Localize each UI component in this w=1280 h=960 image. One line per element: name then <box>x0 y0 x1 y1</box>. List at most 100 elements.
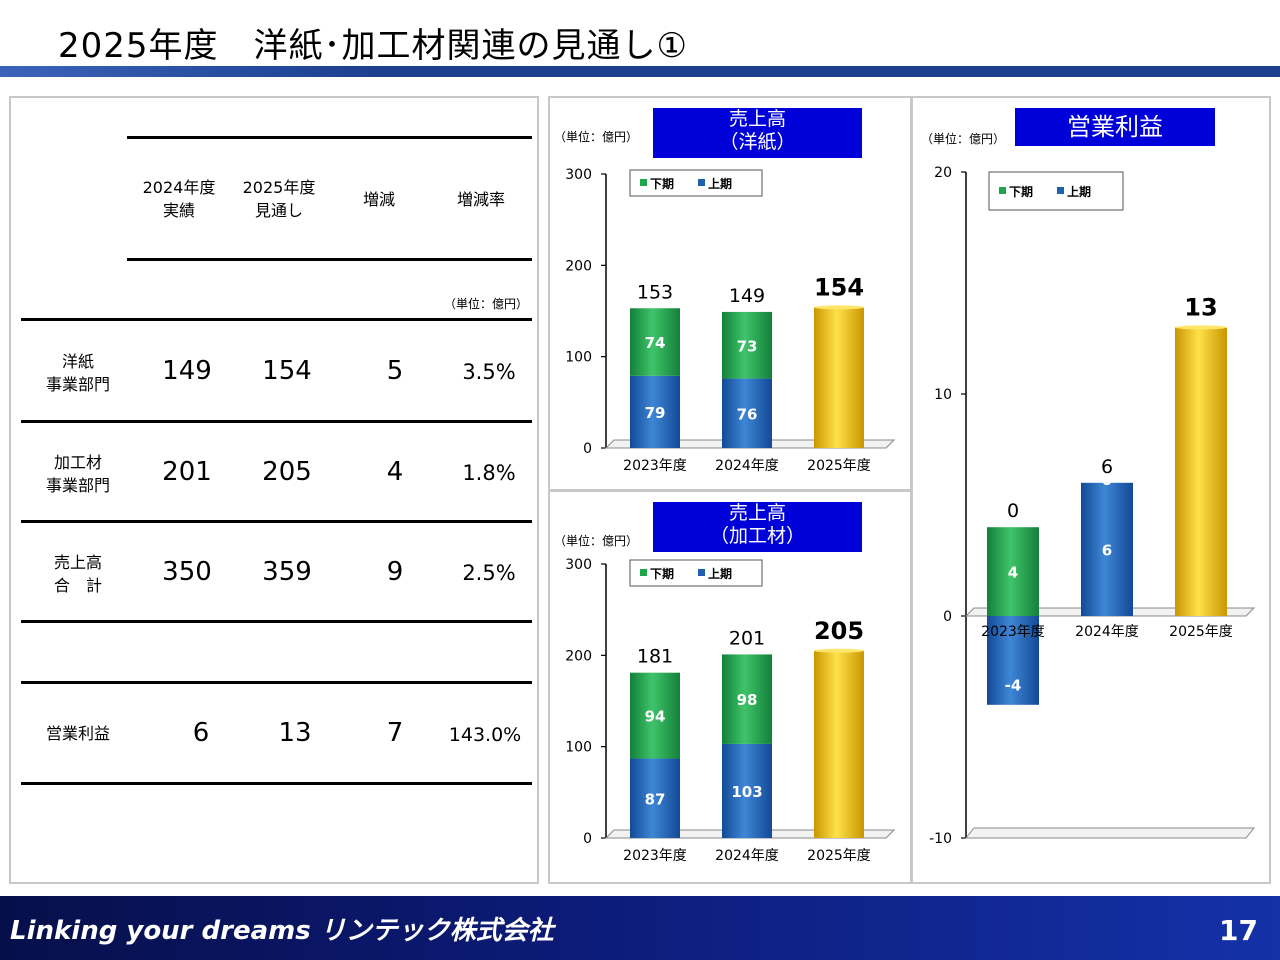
legend-box <box>629 169 763 197</box>
bar-upper <box>630 375 680 448</box>
total-label: 153 <box>637 281 673 303</box>
total-label: 6 <box>1101 456 1113 478</box>
bar-upper <box>630 758 680 838</box>
chart-floor <box>964 827 1256 839</box>
table-rule <box>21 620 532 623</box>
paper-diff: 5 <box>386 356 404 386</box>
value-label-upper: 76 <box>737 405 758 423</box>
bar-upper <box>722 743 772 838</box>
total-label: 181 <box>637 646 673 668</box>
chart-title: 売上高 （加工材） <box>653 502 862 552</box>
legend-swatch-lower <box>999 187 1006 194</box>
y-tick-label: 300 <box>565 167 592 183</box>
total-label: 201 <box>729 627 765 649</box>
header-change-rate: 増減率 <box>456 190 505 209</box>
bar-top <box>814 305 864 310</box>
y-tick-label: 200 <box>565 648 592 664</box>
category-label: 2023年度 <box>623 458 687 474</box>
y-tick-label: 100 <box>565 350 592 366</box>
value-label-upper: 103 <box>731 783 762 801</box>
table-rule <box>127 136 532 139</box>
summary-table-panel: 2024年度 実績 2025年度 見通し 増減 増減率 （単位：億円） 洋紙 事… <box>9 96 539 884</box>
value-label-upper: 6 <box>1102 541 1112 559</box>
total-label: 149 <box>729 285 765 307</box>
processed-diff: 4 <box>386 457 404 487</box>
chart-unit: （単位：億円） <box>554 130 639 144</box>
paper-sales-chart-panel: （単位：億円） 売上高 （洋紙） 0 100 200 300 下期 上期 79 74 153 20… <box>548 96 912 491</box>
page-number: 17 <box>1219 914 1258 947</box>
value-label-upper: 79 <box>645 404 666 422</box>
processed-2024: 201 <box>162 457 212 487</box>
y-tick-label: 0 <box>583 441 592 457</box>
value-label-lower: 94 <box>645 708 666 726</box>
table-rule <box>21 318 532 321</box>
category-label: 2023年度 <box>981 624 1045 640</box>
y-tick-label: -10 <box>929 831 952 847</box>
total-label: 205 <box>814 617 864 645</box>
bar-forecast <box>1175 327 1227 616</box>
bar-upper <box>1081 482 1133 616</box>
category-label: 2025年度 <box>807 458 871 474</box>
legend-box <box>629 559 763 587</box>
footer-brand: Linking your dreams リンテック株式会社 <box>10 916 554 946</box>
processed-rate: 1.8% <box>462 461 516 485</box>
y-tick-label: 300 <box>565 557 592 573</box>
table-rule <box>21 681 532 684</box>
table-rule <box>21 420 532 423</box>
op-2025: 13 <box>278 718 312 748</box>
legend-label: 下期 <box>650 176 674 191</box>
y-tick-label: 0 <box>943 609 952 625</box>
legend-label: 下期 <box>650 566 674 581</box>
footer-bar: Linking your dreams リンテック株式会社 17 <box>0 896 1280 960</box>
table-rule <box>127 258 532 261</box>
op-2024: 6 <box>192 718 210 748</box>
bar-top <box>814 648 864 653</box>
bar-upper <box>722 378 772 448</box>
bar-lower <box>987 527 1039 616</box>
sales-total-diff: 9 <box>386 557 404 587</box>
y-tick-label: 20 <box>934 165 952 181</box>
category-label: 2024年度 <box>715 458 779 474</box>
bar-lower <box>722 311 772 379</box>
bar-lower <box>722 654 772 744</box>
bar-lower <box>630 672 680 759</box>
processed-2025: 205 <box>262 457 312 487</box>
legend-swatch-lower <box>640 179 647 186</box>
row-label-processed: 加工材 事業部門 <box>45 453 110 496</box>
category-label: 2024年度 <box>1075 624 1139 640</box>
sales-total-rate: 2.5% <box>462 561 516 585</box>
chart-title: 売上高 （洋紙） <box>653 108 862 158</box>
total-label: 154 <box>814 273 864 301</box>
bar-forecast <box>814 307 864 448</box>
legend-label: 下期 <box>1009 184 1033 199</box>
chart-title: 営業利益 <box>1015 108 1215 146</box>
legend-swatch-upper <box>1057 187 1064 194</box>
op-rate: 143.0% <box>448 724 522 746</box>
value-label-upper: 87 <box>645 790 666 808</box>
y-tick-label: 100 <box>565 740 592 756</box>
y-tick-label: 10 <box>934 387 952 403</box>
table-rule <box>21 520 532 523</box>
y-tick-label: 0 <box>583 831 592 847</box>
bar-upper <box>987 616 1039 705</box>
bar-lower <box>630 308 680 376</box>
header-2024-actual: 2024年度 実績 <box>142 178 216 221</box>
processed-sales-chart-panel: （単位：億円） 売上高 （加工材） 0 100 200 300 下期 上期 87 94 181 2… <box>548 490 912 884</box>
op-diff: 7 <box>386 718 404 748</box>
value-label-lower: 73 <box>737 337 758 355</box>
legend-swatch-upper <box>698 179 705 186</box>
legend-swatch-upper <box>698 569 705 576</box>
y-tick-label: 200 <box>565 258 592 274</box>
paper-rate: 3.5% <box>462 360 516 384</box>
header-change: 増減 <box>362 190 395 209</box>
value-label-lower: 98 <box>737 691 758 709</box>
chart-unit: （単位：億円） <box>921 132 1006 146</box>
total-label: 13 <box>1184 293 1217 321</box>
legend-label: 上期 <box>708 176 732 191</box>
category-label: 2025年度 <box>1169 624 1233 640</box>
value-label-lower: 0 <box>1102 471 1112 489</box>
row-label-operating-profit: 営業利益 <box>45 724 110 743</box>
table-unit-note: （単位：億円） <box>443 297 528 311</box>
total-label: 0 <box>1007 500 1019 522</box>
